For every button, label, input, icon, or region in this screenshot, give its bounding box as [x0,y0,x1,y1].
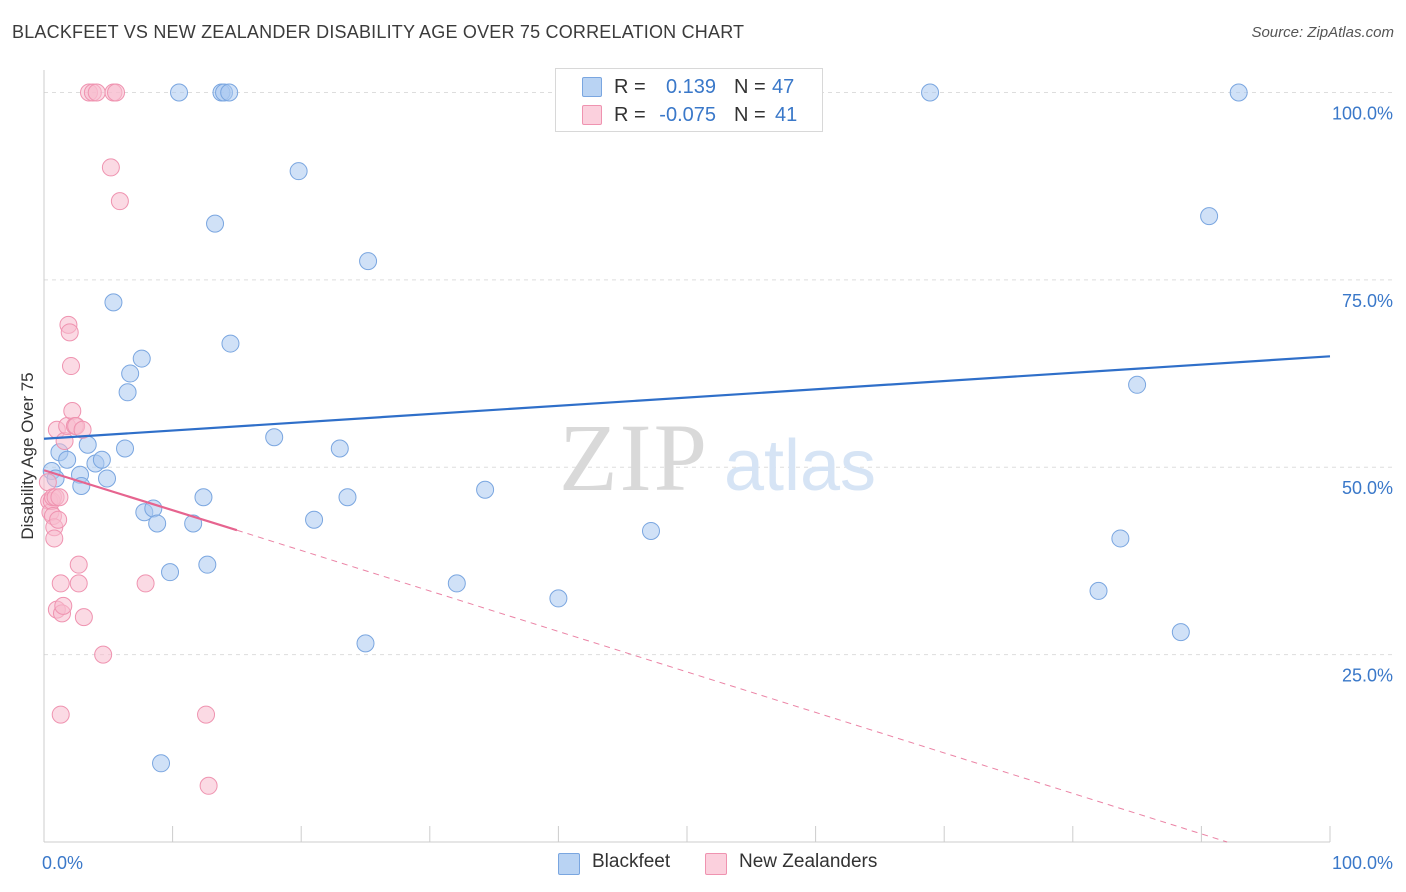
watermark-atlas: atlas [724,426,876,506]
blackfeet-trend-line [43,355,1331,440]
blackfeet-point [305,510,324,529]
new-zealanders-point [60,323,79,342]
new-zealanders-point [54,596,73,615]
blackfeet-point [1089,581,1108,600]
blackfeet-point [476,480,495,499]
new-zealanders-trend-line [43,469,238,532]
new-zealanders-point [51,574,70,593]
y-tick-label: 25.0% [1342,666,1393,686]
blackfeet-point [359,252,378,271]
blackfeet-point [132,349,151,368]
y-tick-label: 100.0% [1332,103,1393,123]
bottom-legend-swatch-blue [558,853,580,875]
watermark-zip: ZIP [559,404,709,511]
blackfeet-point [1128,375,1147,394]
points-layer [38,83,1248,795]
blackfeet-point [1200,207,1219,226]
blackfeet-point [118,383,137,402]
y-tick-label: 75.0% [1342,291,1393,311]
new-zealanders-point [101,158,120,177]
blackfeet-point [1171,623,1190,642]
legend-n-label: N = [734,104,766,126]
blackfeet-point [356,634,375,653]
blackfeet-point [152,754,171,773]
new-zealanders-point [50,488,69,507]
source-label: Source: ZipAtlas.com [1251,24,1394,41]
blackfeet-point [92,450,111,469]
chart-title: BLACKFEET VS NEW ZEALANDER DISABILITY AG… [12,22,745,42]
new-zealanders-point [55,432,74,451]
blackfeet-point [220,83,239,102]
legend-r-value: -0.075 [659,104,716,126]
blackfeet-point [549,589,568,608]
blackfeet-point [338,488,357,507]
legend-swatch-blue [582,77,602,97]
blackfeet-point [116,439,135,458]
blackfeet-point [194,488,213,507]
x-tick-label: 0.0% [42,853,83,873]
new-zealanders-point [63,402,82,421]
legend-r-label: R = [614,104,646,126]
blackfeet-point [148,514,167,533]
new-zealanders-point [73,420,92,439]
blackfeet-point [98,469,117,488]
new-zealanders-point [69,574,88,593]
legend-swatch-pink [582,105,602,125]
blackfeet-point [161,563,180,582]
blackfeet-point [265,428,284,447]
new-zealanders-point [136,574,155,593]
blackfeet-point [289,162,308,181]
legend-r-value: 0.139 [665,76,716,98]
stats-legend: R = 0.139 N = 47 R = -0.075 N = 41 [555,68,823,132]
y-tick-label: 50.0% [1342,478,1393,498]
bottom-legend-label: New Zealanders [739,851,878,872]
new-zealanders-point [69,555,88,574]
new-zealanders-point [49,510,68,529]
blackfeet-point [198,555,217,574]
bottom-legend-label: Blackfeet [592,851,671,872]
blackfeet-point [121,364,140,383]
blackfeet-point [170,83,189,102]
blackfeet-point [1229,83,1248,102]
watermark: ZIP atlas [559,404,876,511]
blackfeet-point [221,334,240,353]
new-zealanders-point [38,473,57,492]
blackfeet-point [1111,529,1130,548]
new-zealanders-point [87,83,106,102]
blackfeet-point [184,514,203,533]
bottom-legend-swatch-pink [705,853,727,875]
grid-layer [44,91,1392,656]
y-axis-label: Disability Age Over 75 [18,372,37,539]
axis-layer: 25.0% 50.0% 75.0% 100.0% 0.0% 100.0% [42,70,1393,873]
legend-row-blackfeet: R = 0.139 N = 47 [556,72,822,100]
blackfeet-point [447,574,466,593]
blackfeet-point [72,476,91,495]
blackfeet-point [78,435,97,454]
new-zealanders-trend-extension [236,529,1228,843]
new-zealanders-point [197,705,216,724]
blackfeet-point [330,439,349,458]
new-zealanders-point [62,357,81,376]
blackfeet-point [921,83,940,102]
trend-layer [43,355,1331,843]
legend-r-label: R = [614,76,646,98]
new-zealanders-point [94,645,113,664]
new-zealanders-point [110,192,129,211]
new-zealanders-point [74,608,93,627]
blackfeet-point [206,214,225,233]
new-zealanders-point [51,705,70,724]
blackfeet-point [58,450,77,469]
legend-n-value: 47 [772,76,795,98]
new-zealanders-point [45,529,64,548]
legend-n-value: 41 [775,104,798,126]
legend-row-new-zealanders: R = -0.075 N = 41 [556,100,822,128]
x-tick-label: 100.0% [1332,853,1393,873]
new-zealanders-point [199,776,218,795]
blackfeet-point [641,521,660,540]
blackfeet-point [104,293,123,312]
new-zealanders-point [107,83,126,102]
legend-n-label: N = [734,76,766,98]
